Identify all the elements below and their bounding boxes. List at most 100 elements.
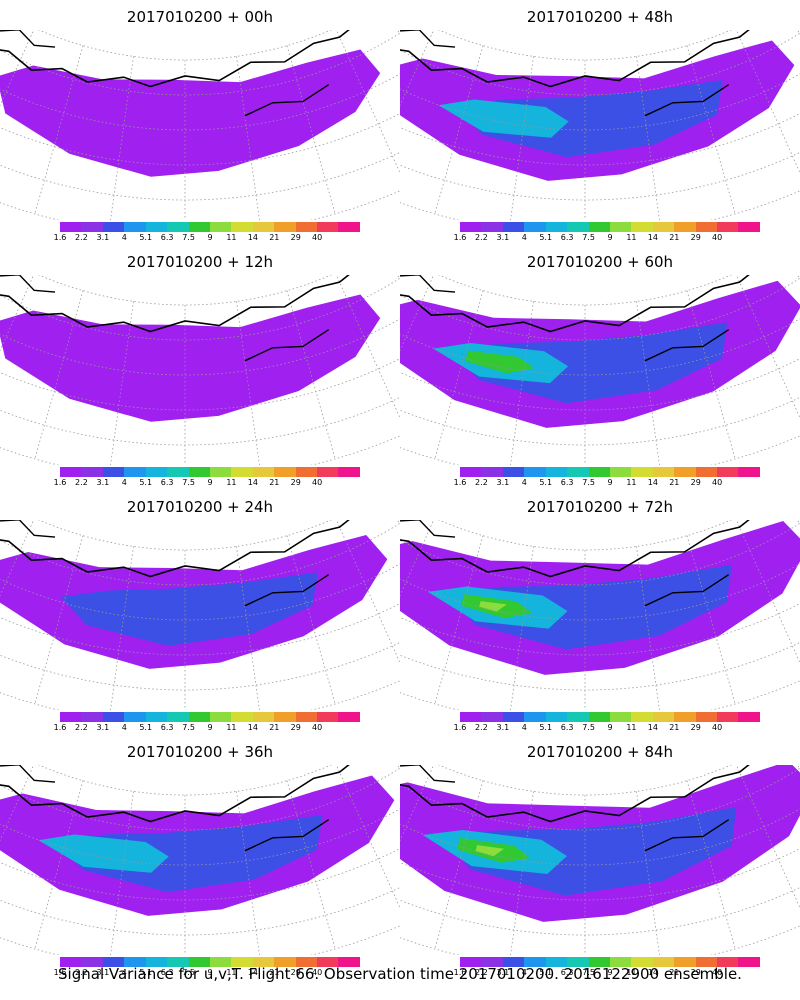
colorbar-swatch <box>738 222 760 232</box>
colorbar-swatch <box>209 467 232 477</box>
colorbar-tick-label: 14 <box>647 233 658 242</box>
colorbar-tick-label: 3.1 <box>96 968 110 977</box>
coastline <box>400 30 750 88</box>
panel-title: 2017010200 + 84h <box>526 743 674 761</box>
colorbar-swatch <box>124 467 146 477</box>
colorbar-swatches <box>460 957 760 967</box>
colorbar-swatch <box>545 222 568 232</box>
meridian-gridline <box>110 546 134 710</box>
coastline <box>0 765 56 783</box>
colorbar-tick-label: 11 <box>626 233 637 242</box>
colorbar-swatch <box>102 712 125 722</box>
coastline <box>400 520 456 538</box>
colorbar-tick-label: 7.5 <box>582 478 595 487</box>
map-panel-24h: 2017010200 + 24h 1.6 2.2 3.1 4 5.1 6.3 7.5 9 11 1… <box>0 490 400 735</box>
latitude-gridline <box>0 278 400 341</box>
colorbar-swatch <box>674 712 696 722</box>
latitude-gridline <box>400 680 800 710</box>
colorbar-swatch <box>502 222 525 232</box>
colorbar-tick-label: 2.2 <box>75 723 88 732</box>
map-panel-60h: 2017010200 + 60h 1.6 2.2 3.1 4 5.1 6.3 7.5 9 11 1… <box>400 245 800 490</box>
colorbar-swatch <box>567 467 589 477</box>
colorbar-tick-label: 9 <box>207 968 213 977</box>
latitude-gridline <box>0 523 400 586</box>
colorbar-tick-label: 14 <box>247 478 258 487</box>
coastline <box>400 275 456 293</box>
latitude-gridline <box>400 73 800 131</box>
meridian-gridline <box>735 275 800 419</box>
colorbar-tick-label: 5.1 <box>139 478 153 487</box>
colorbar-tick-label: 2.2 <box>475 968 488 977</box>
latitude-gridline <box>400 523 800 586</box>
colorbar-swatch <box>167 222 189 232</box>
colorbar-tick-label: 3.1 <box>496 233 510 242</box>
colorbar-swatch <box>631 467 653 477</box>
meridian-gridline <box>34 535 84 704</box>
colorbar-tick-label: 40 <box>312 233 323 242</box>
variance-contour-fill <box>475 845 505 857</box>
colorbar-swatch <box>102 467 125 477</box>
meridian-gridline <box>396 765 400 770</box>
colorbar-tick-label: 9 <box>607 233 613 242</box>
map-plot <box>400 275 800 465</box>
latitude-gridline <box>400 768 800 831</box>
coastline <box>644 329 730 362</box>
meridian-gridline <box>396 275 400 280</box>
colorbar-tick-label: 29 <box>290 968 301 977</box>
meridian-gridline <box>396 520 400 525</box>
map-panel-12h: 2017010200 + 12h 1.6 2.2 3.1 4 5.1 6.3 7.5 9 11 1… <box>0 245 400 490</box>
panel-title: 2017010200 + 00h <box>126 8 274 26</box>
meridian-gridline <box>335 520 400 664</box>
colorbar-swatch <box>460 222 482 232</box>
panel-title: 2017010200 + 72h <box>526 498 674 516</box>
colorbar-tick-label: 5.1 <box>139 233 153 242</box>
colorbar-swatch <box>502 467 525 477</box>
colorbar-tick-label: 3.1 <box>496 478 510 487</box>
colorbar-swatch <box>717 467 739 477</box>
meridian-gridline <box>796 30 800 35</box>
meridian-gridline <box>510 546 534 710</box>
colorbar-swatch <box>338 712 360 722</box>
meridian-gridline <box>636 546 660 710</box>
colorbar-tick-label: 6.3 <box>560 478 574 487</box>
meridian-gridline <box>400 520 435 597</box>
latitude-gridline <box>0 73 400 131</box>
meridian-gridline <box>110 301 134 465</box>
coastline <box>0 275 56 293</box>
colorbar-tick-label: 5.1 <box>539 478 553 487</box>
colorbar-swatch <box>145 222 168 232</box>
colorbar-tick-label: 3.1 <box>496 968 510 977</box>
meridian-gridline <box>510 301 534 465</box>
meridian-gridline <box>396 30 400 35</box>
colorbar-swatch <box>695 222 718 232</box>
colorbar-tick-label: 40 <box>712 478 723 487</box>
colorbar-swatch <box>717 222 739 232</box>
map-plot <box>400 765 800 955</box>
variance-contour-fill <box>60 572 318 646</box>
colorbar-swatch <box>124 712 146 722</box>
coastline <box>400 765 456 783</box>
colorbar-swatches <box>60 957 360 967</box>
colorbar-tick-label: 40 <box>312 723 323 732</box>
colorbar-swatch <box>60 222 82 232</box>
colorbar-tick-label: 3.1 <box>96 233 110 242</box>
colorbar-tick-label: 14 <box>647 968 658 977</box>
colorbar-tick-label: 2.2 <box>75 233 88 242</box>
meridian-gridline <box>636 791 660 955</box>
colorbar-tick-label: 4 <box>521 233 527 242</box>
colorbar-swatches <box>460 222 760 232</box>
colorbar-swatch <box>588 467 610 477</box>
colorbar-swatch <box>524 712 546 722</box>
variance-contour-fill <box>451 322 728 404</box>
colorbar-swatch <box>717 957 739 967</box>
colorbar-tick-label: 21 <box>669 723 680 732</box>
meridian-gridline <box>0 765 35 842</box>
colorbar-swatch <box>167 712 189 722</box>
colorbar-tick-label: 29 <box>690 968 701 977</box>
meridian-gridline <box>510 791 534 955</box>
variance-contour-fill <box>455 79 723 158</box>
colorbar-swatch <box>631 222 653 232</box>
meridian-gridline <box>510 56 534 220</box>
meridian-gridline <box>400 765 435 842</box>
colorbar-tick-label: 40 <box>712 723 723 732</box>
